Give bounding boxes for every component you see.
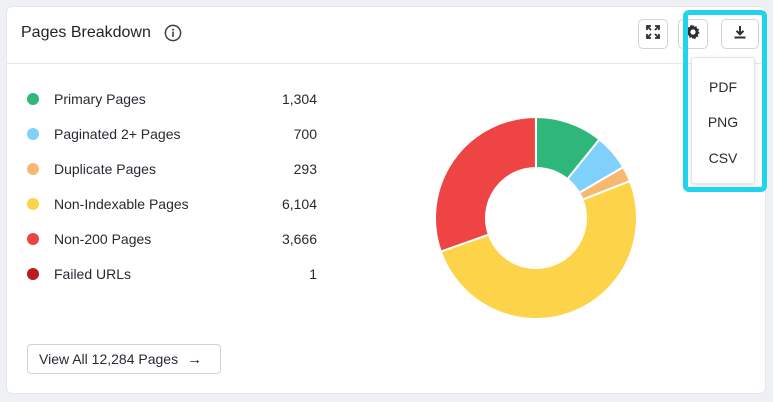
legend-dot: [27, 268, 39, 280]
fullscreen-button[interactable]: [638, 19, 668, 49]
legend-dot: [27, 128, 39, 140]
legend-value: 1: [309, 266, 317, 282]
legend-label: Non-200 Pages: [54, 231, 152, 247]
legend-item[interactable]: Non-200 Pages 3,666: [27, 229, 317, 264]
card-title: Pages Breakdown: [21, 24, 151, 41]
export-csv-option[interactable]: CSV: [708, 150, 738, 166]
legend-dot: [27, 198, 39, 210]
download-icon: [732, 24, 748, 45]
view-all-label: View All 12,284 Pages: [39, 351, 179, 367]
expand-icon: [645, 24, 661, 45]
donut-slice-non-indexable-pages[interactable]: [439, 179, 638, 320]
legend-item[interactable]: Duplicate Pages 293: [27, 159, 317, 194]
view-all-pages-button[interactable]: View All 12,284 Pages →: [27, 344, 221, 374]
legend-item[interactable]: Non-Indexable Pages 6,104: [27, 194, 317, 229]
legend-item[interactable]: Primary Pages 1,304: [27, 89, 317, 124]
legend-value: 3,666: [281, 231, 317, 247]
legend-label: Duplicate Pages: [54, 161, 156, 177]
export-pdf-option[interactable]: PDF: [709, 79, 737, 95]
legend-label: Paginated 2+ Pages: [54, 126, 181, 142]
legend-dot: [27, 93, 39, 105]
export-menu: PDF PNG CSV: [691, 57, 755, 184]
pages-breakdown-card: Pages Breakdown: [6, 6, 766, 394]
donut-slice-non-200-pages[interactable]: [434, 115, 537, 253]
donut-chart: [434, 115, 638, 320]
legend-label: Primary Pages: [54, 91, 146, 107]
legend-value: 700: [293, 126, 317, 142]
legend-dot: [27, 163, 39, 175]
legend-label: Non-Indexable Pages: [54, 196, 189, 212]
legend-item[interactable]: Failed URLs 1: [27, 264, 317, 299]
legend-item[interactable]: Paginated 2+ Pages 700: [27, 124, 317, 159]
legend-label: Failed URLs: [54, 266, 132, 282]
arrow-right-icon: →: [187, 350, 203, 368]
legend-dot: [27, 233, 39, 245]
legend-value: 1,304: [281, 91, 317, 107]
card-header: Pages Breakdown: [7, 7, 765, 64]
export-menu-highlight: [683, 10, 767, 192]
download-button[interactable]: [721, 19, 759, 49]
info-icon[interactable]: [164, 24, 182, 42]
export-png-option[interactable]: PNG: [707, 114, 739, 130]
legend: Primary Pages 1,304 Paginated 2+ Pages 7…: [27, 89, 317, 299]
legend-value: 6,104: [281, 196, 317, 212]
legend-value: 293: [293, 161, 317, 177]
gear-icon: [685, 24, 701, 45]
